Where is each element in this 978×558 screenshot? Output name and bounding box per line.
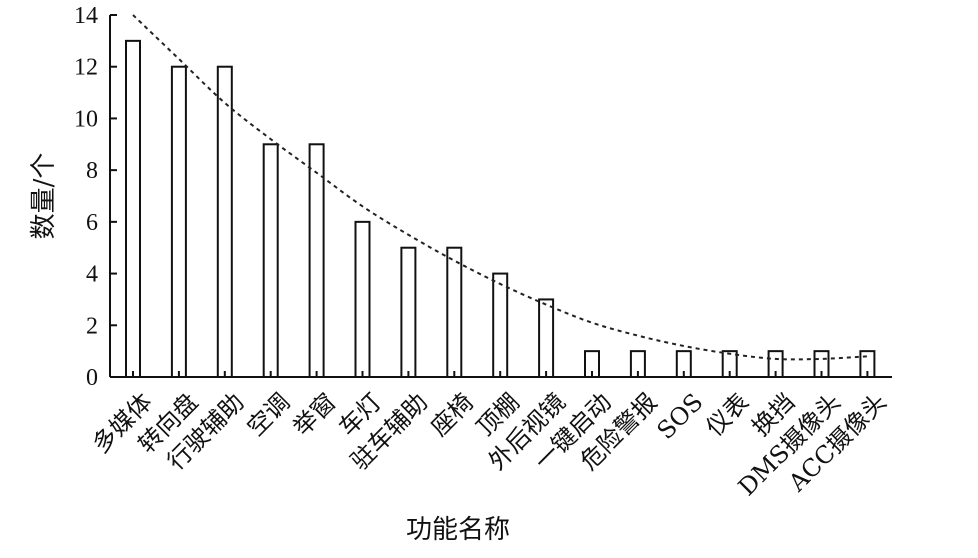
y-axis-title: 数量/个 xyxy=(29,153,59,240)
x-category-label: SOS xyxy=(652,388,709,445)
bar-9 xyxy=(492,272,509,379)
bar-5 xyxy=(308,143,325,378)
y-axis-ticks: 0 2 4 6 8 10 12 14 xyxy=(74,3,117,391)
y-tick-label: 10 xyxy=(74,106,98,132)
x-category-label: 仪表 xyxy=(701,388,755,442)
y-tick-label: 14 xyxy=(74,3,98,29)
y-tick-label: 6 xyxy=(86,210,98,236)
bar-2 xyxy=(170,65,187,378)
y-tick-label: 8 xyxy=(86,158,98,184)
bar-1 xyxy=(125,39,141,378)
bar-8 xyxy=(446,246,463,378)
y-tick-label: 12 xyxy=(74,55,98,81)
x-category-label: 座椅 xyxy=(425,388,479,442)
bar-3 xyxy=(216,65,233,378)
y-tick-label: 2 xyxy=(86,313,98,339)
bar-6 xyxy=(354,220,371,378)
x-axis-categories: 多媒体转向盘行驶辅助空调举窗车灯驻车辅助座椅顶棚外后视镜一键启动危险警报SOS仪… xyxy=(87,388,892,501)
bar-7 xyxy=(400,246,417,378)
y-tick-label: 0 xyxy=(86,365,98,391)
x-category-label: 举窗 xyxy=(288,388,342,442)
x-category-label: 空调 xyxy=(242,388,296,442)
bar-4 xyxy=(262,143,279,378)
y-tick-label: 4 xyxy=(86,262,98,288)
bar-10 xyxy=(538,298,555,378)
bars xyxy=(125,39,876,379)
trend-line xyxy=(132,14,868,361)
x-axis-title: 功能名称 xyxy=(406,515,510,545)
